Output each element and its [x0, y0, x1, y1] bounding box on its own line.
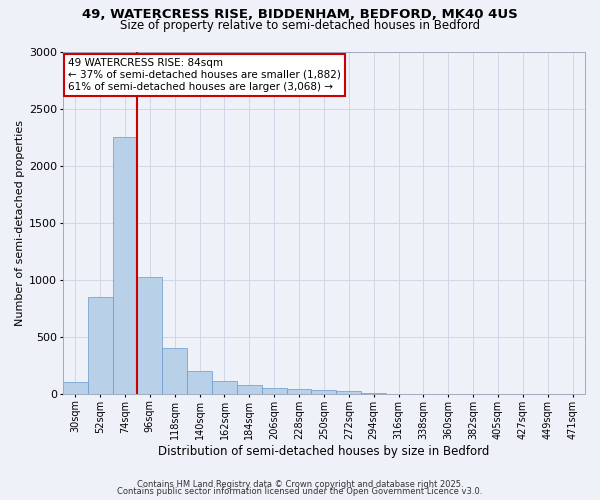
Text: Contains HM Land Registry data © Crown copyright and database right 2025.: Contains HM Land Registry data © Crown c…: [137, 480, 463, 489]
Bar: [137, 278, 163, 394]
Text: Contains public sector information licensed under the Open Government Licence v3: Contains public sector information licen…: [118, 487, 482, 496]
Text: Size of property relative to semi-detached houses in Bedford: Size of property relative to semi-detach…: [120, 18, 480, 32]
Bar: [163, 348, 187, 394]
Bar: [63, 382, 88, 394]
Bar: [88, 297, 113, 394]
Y-axis label: Number of semi-detached properties: Number of semi-detached properties: [15, 120, 25, 326]
X-axis label: Distribution of semi-detached houses by size in Bedford: Distribution of semi-detached houses by …: [158, 444, 490, 458]
Bar: [187, 371, 212, 394]
Bar: [287, 390, 311, 394]
Bar: [262, 388, 287, 394]
Bar: [337, 391, 361, 394]
Bar: [237, 386, 262, 394]
Text: 49, WATERCRESS RISE, BIDDENHAM, BEDFORD, MK40 4US: 49, WATERCRESS RISE, BIDDENHAM, BEDFORD,…: [82, 8, 518, 20]
Text: 49 WATERCRESS RISE: 84sqm
← 37% of semi-detached houses are smaller (1,882)
61% : 49 WATERCRESS RISE: 84sqm ← 37% of semi-…: [68, 58, 341, 92]
Bar: [212, 382, 237, 394]
Bar: [113, 137, 137, 394]
Bar: [311, 390, 337, 394]
